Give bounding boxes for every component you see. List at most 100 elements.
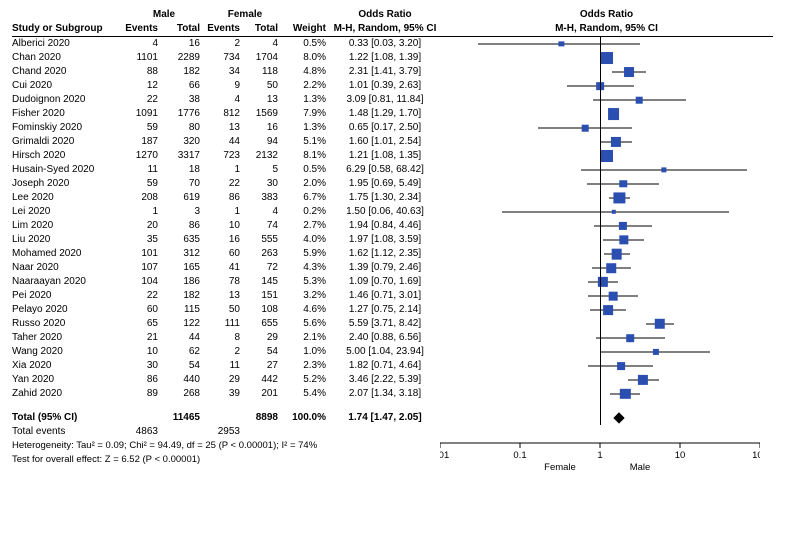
male-total: 165 (164, 261, 206, 275)
or-value: 3.09 [0.81, 11.84] (330, 93, 440, 107)
forest-row (440, 317, 773, 331)
female-total: 555 (246, 233, 284, 247)
or-value: 1.22 [1.08, 1.39] (330, 51, 440, 65)
or-value: 1.95 [0.69, 5.49] (330, 177, 440, 191)
table-row: Fominskiy 2020 59 80 13 16 1.3% 0.65 [0.… (12, 121, 773, 135)
table-row: Joseph 2020 59 70 22 30 2.0% 1.95 [0.69,… (12, 177, 773, 191)
female-events: 723 (206, 149, 246, 163)
table-row: Lim 2020 20 86 10 74 2.7% 1.94 [0.84, 4.… (12, 219, 773, 233)
female-events: 1 (206, 163, 246, 177)
male-total: 182 (164, 289, 206, 303)
table-row: Naar 2020 107 165 41 72 4.3% 1.39 [0.79,… (12, 261, 773, 275)
female-events: 734 (206, 51, 246, 65)
weight-value: 8.1% (284, 149, 330, 163)
study-label: Mohamed 2020 (12, 247, 122, 261)
male-events: 4 (122, 37, 164, 51)
weight-value: 6.7% (284, 191, 330, 205)
table-row: Taher 2020 21 44 8 29 2.1% 2.40 [0.88, 6… (12, 331, 773, 345)
table-row: Husain-Syed 2020 11 18 1 5 0.5% 6.29 [0.… (12, 163, 773, 177)
male-total: 635 (164, 233, 206, 247)
male-events: 21 (122, 331, 164, 345)
study-label: Lee 2020 (12, 191, 122, 205)
study-label: Hirsch 2020 (12, 149, 122, 163)
male-total: 16 (164, 37, 206, 51)
table-row: Liu 2020 35 635 16 555 4.0% 1.97 [1.08, … (12, 233, 773, 247)
male-total: 38 (164, 93, 206, 107)
forest-row (440, 359, 773, 373)
or-value: 1.48 [1.29, 1.70] (330, 107, 440, 121)
svg-text:0.01: 0.01 (440, 450, 449, 461)
or-value: 5.00 [1.04, 23.94] (330, 345, 440, 359)
forest-row (440, 233, 773, 247)
point-marker (619, 180, 626, 187)
table-row: Chan 2020 1101 2289 734 1704 8.0% 1.22 [… (12, 51, 773, 65)
weight-value: 2.7% (284, 219, 330, 233)
male-events: 1270 (122, 149, 164, 163)
weight-value: 4.6% (284, 303, 330, 317)
male-total: 122 (164, 317, 206, 331)
col-m-total: Total (164, 22, 206, 36)
female-events: 1 (206, 205, 246, 219)
forest-row (440, 121, 773, 135)
female-total: 72 (246, 261, 284, 275)
forest-total (440, 411, 773, 425)
study-label: Pei 2020 (12, 289, 122, 303)
weight-value: 7.9% (284, 107, 330, 121)
weight-value: 4.3% (284, 261, 330, 275)
table-row: Fisher 2020 1091 1776 812 1569 7.9% 1.48… (12, 107, 773, 121)
point-marker (611, 249, 622, 260)
male-total: 2289 (164, 51, 206, 65)
female-total: 29 (246, 331, 284, 345)
or-value: 1.01 [0.39, 2.63] (330, 79, 440, 93)
female-events: 8 (206, 331, 246, 345)
female-total: 151 (246, 289, 284, 303)
table-row: Cui 2020 12 66 9 50 2.2% 1.01 [0.39, 2.6… (12, 79, 773, 93)
study-label: Chan 2020 (12, 51, 122, 65)
male-events: 107 (122, 261, 164, 275)
heterogeneity-text: Heterogeneity: Tau² = 0.09; Chi² = 94.49… (12, 439, 440, 473)
col-study: Study or Subgroup (12, 22, 122, 36)
weight-value: 1.3% (284, 121, 330, 135)
weight-value: 5.2% (284, 373, 330, 387)
point-marker (661, 167, 666, 172)
reference-line (600, 37, 601, 425)
male-total: 1776 (164, 107, 206, 121)
col-group-male: Male (122, 8, 206, 22)
svg-text:10: 10 (675, 450, 686, 461)
study-label: Pelayo 2020 (12, 303, 122, 317)
point-marker (619, 222, 627, 230)
forest-row (440, 163, 773, 177)
male-total: 18 (164, 163, 206, 177)
female-events: 16 (206, 233, 246, 247)
male-events: 104 (122, 275, 164, 289)
forest-row (440, 65, 773, 79)
study-label: Wang 2020 (12, 345, 122, 359)
female-events: 111 (206, 317, 246, 331)
point-marker (624, 67, 634, 77)
forest-row (440, 107, 773, 121)
female-total: 2132 (246, 149, 284, 163)
total-female-total: 8898 (246, 411, 284, 425)
point-marker (636, 97, 643, 104)
female-total: 4 (246, 37, 284, 51)
female-events: 13 (206, 289, 246, 303)
col-group-female: Female (206, 8, 284, 22)
weight-value: 5.9% (284, 247, 330, 261)
point-marker (601, 52, 613, 64)
male-events: 187 (122, 135, 164, 149)
forest-row (440, 149, 773, 163)
point-marker (609, 292, 618, 301)
female-total: 1704 (246, 51, 284, 65)
forest-header1: Odds Ratio (440, 8, 773, 22)
male-events: 59 (122, 121, 164, 135)
table-row: Yan 2020 86 440 29 442 5.2% 3.46 [2.22, … (12, 373, 773, 387)
or-value: 1.60 [1.01, 2.54] (330, 135, 440, 149)
male-events: 65 (122, 317, 164, 331)
male-total: 312 (164, 247, 206, 261)
point-marker (612, 210, 616, 214)
female-events: 39 (206, 387, 246, 401)
weight-value: 0.2% (284, 205, 330, 219)
male-events: 1101 (122, 51, 164, 65)
total-or: 1.74 [1.47, 2.05] (330, 411, 440, 425)
male-total: 182 (164, 65, 206, 79)
